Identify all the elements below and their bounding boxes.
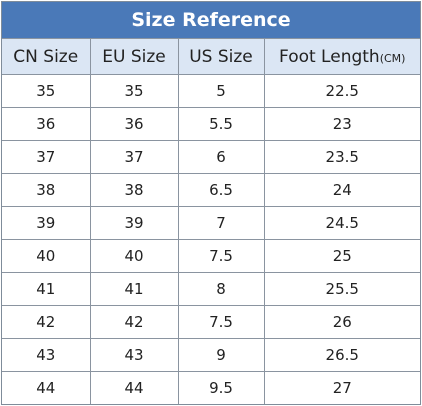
header-unit: (CM) — [379, 51, 406, 65]
table-cell: 9 — [177, 338, 265, 372]
table-cell: 5.5 — [177, 107, 265, 141]
header-text: US Size — [189, 46, 253, 67]
table-cell: 42 — [89, 305, 179, 339]
table-row: 38 38 6.5 24 — [2, 173, 420, 207]
table-cell: 40 — [2, 239, 91, 273]
table-cell: 7 — [177, 206, 265, 240]
table-cell: 24.5 — [263, 206, 420, 240]
table-cell: 43 — [2, 338, 91, 372]
table-row: 36 36 5.5 23 — [2, 107, 420, 141]
header-cell: EU Size — [89, 38, 179, 75]
table-row: 41 41 8 25.5 — [2, 272, 420, 306]
table-body: 35 35 5 22.5 36 36 5.5 23 37 37 6 23.5 38 38 6.5 24 39 39… — [2, 74, 420, 404]
table-cell: 8 — [177, 272, 265, 306]
table-cell: 36 — [89, 107, 179, 141]
table-cell: 22.5 — [263, 74, 420, 108]
header-text: CN Size — [13, 46, 79, 67]
table-row: 44 44 9.5 27 — [2, 371, 420, 404]
table-cell: 36 — [2, 107, 91, 141]
table-cell: 26 — [263, 305, 420, 339]
table-cell: 27 — [263, 371, 420, 404]
header-text: Foot Length — [279, 46, 380, 67]
table-row: 43 43 9 26.5 — [2, 338, 420, 372]
table-cell: 6.5 — [177, 173, 265, 207]
table-cell: 41 — [2, 272, 91, 306]
table-cell: 43 — [89, 338, 179, 372]
table-row: 42 42 7.5 26 — [2, 305, 420, 339]
table-title: Size Reference — [2, 2, 420, 38]
table-cell: 38 — [2, 173, 91, 207]
table-cell: 23.5 — [263, 140, 420, 174]
table-cell: 39 — [2, 206, 91, 240]
table-row: 35 35 5 22.5 — [2, 74, 420, 108]
table-cell: 26.5 — [263, 338, 420, 372]
table-cell: 42 — [2, 305, 91, 339]
table-cell: 44 — [89, 371, 179, 404]
table-cell: 40 — [89, 239, 179, 273]
header-row: CN Size EU Size US Size Foot Length(CM) — [2, 38, 420, 75]
table-cell: 37 — [89, 140, 179, 174]
table-cell: 9.5 — [177, 371, 265, 404]
header-text: EU Size — [102, 46, 166, 67]
table-cell: 38 — [89, 173, 179, 207]
header-cell: CN Size — [2, 38, 91, 75]
table-cell: 7.5 — [177, 305, 265, 339]
table-cell: 35 — [89, 74, 179, 108]
table-cell: 25 — [263, 239, 420, 273]
header-cell: Foot Length(CM) — [263, 38, 420, 75]
table-cell: 7.5 — [177, 239, 265, 273]
table-row: 37 37 6 23.5 — [2, 140, 420, 174]
table-row: 39 39 7 24.5 — [2, 206, 420, 240]
header-cell: US Size — [177, 38, 265, 75]
table-row: 40 40 7.5 25 — [2, 239, 420, 273]
table-cell: 35 — [2, 74, 91, 108]
table-cell: 39 — [89, 206, 179, 240]
table-cell: 5 — [177, 74, 265, 108]
size-table: CN Size EU Size US Size Foot Length(CM) 35 3… — [2, 38, 420, 404]
table-cell: 25.5 — [263, 272, 420, 306]
table-cell: 41 — [89, 272, 179, 306]
table-cell: 44 — [2, 371, 91, 404]
table-cell: 24 — [263, 173, 420, 207]
table-cell: 6 — [177, 140, 265, 174]
table-cell: 37 — [2, 140, 91, 174]
table-cell: 23 — [263, 107, 420, 141]
